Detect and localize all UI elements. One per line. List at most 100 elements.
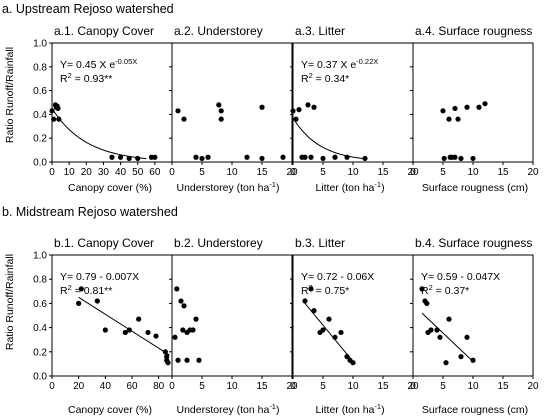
data-point [464, 334, 470, 340]
data-point [458, 354, 464, 360]
chart-panel-5: 0 20 40 60 800.00.20.40.60.81.0b.1. Canopy C… [33, 236, 173, 392]
data-point [362, 155, 368, 162]
data-point [476, 104, 482, 110]
r-squared-symbol: R [301, 73, 309, 85]
r-squared-symbol: R [60, 73, 68, 85]
x-axis-label-understorey-upstream: Understorey (ton ha-1) [177, 180, 280, 194]
panel-title: b.3. Litter [295, 236, 345, 250]
data-point [181, 303, 187, 309]
x-tick-label: 5 [320, 381, 326, 392]
x-tick-label: 0 [169, 381, 175, 392]
data-point [55, 105, 61, 112]
data-point [122, 329, 128, 336]
r-squared-superscript: 2 [309, 71, 313, 80]
x-tick-label: 5 [320, 167, 326, 178]
data-point [172, 334, 178, 340]
y-tick-label: 0.2 [33, 134, 47, 145]
fit-line [78, 296, 170, 356]
y-tick-label: 0.8 [33, 275, 47, 286]
r-squared-symbol: R [60, 285, 68, 297]
x-tick-label: 10 [347, 381, 359, 392]
x-tick-label: 0 [169, 167, 175, 178]
x-axis-label-paren: ) [276, 182, 280, 194]
data-point [76, 300, 82, 306]
x-tick-label: 10 [347, 167, 359, 178]
x-tick-label: 5 [199, 381, 205, 392]
x-tick-label: 20 [527, 167, 539, 178]
panel-title: a.4. Surface rougness [415, 24, 532, 38]
data-point [174, 286, 180, 292]
data-point [152, 154, 158, 160]
data-point [51, 116, 57, 122]
x-axis-label-roughness-upstream: Surface rougness (cm) [422, 182, 528, 194]
fit-equation: Y= 0.72 - 0.06X [301, 271, 374, 283]
x-tick-label: 20 [407, 167, 419, 178]
y-axis-label-upstream: Ratio Runoff/Rainfall [4, 47, 16, 143]
x-tick-label: 5 [440, 381, 446, 392]
fit-equation-text: Y= 0.79 - 0.007X [60, 271, 139, 283]
y-tick-label: 0.4 [33, 110, 47, 121]
data-point [293, 116, 299, 122]
data-point [180, 327, 186, 333]
data-point [218, 108, 224, 114]
x-tick-label: 5 [199, 167, 205, 178]
data-point [153, 333, 159, 339]
y-tick-label: 0.4 [33, 323, 47, 334]
chart-panel-4: 0 5 10 15 20 a.4. Surface rougness [410, 24, 539, 178]
plot-frame [171, 254, 293, 377]
x-tick-label: 10 [226, 167, 238, 178]
x-axis-label-superscript: -1 [374, 402, 381, 411]
fit-line [51, 108, 147, 160]
x-tick-label: 15 [377, 381, 389, 392]
data-point [175, 357, 181, 363]
fit-equation: Y= 0.59 - 0.047X [421, 271, 500, 283]
data-point [440, 108, 446, 114]
data-point [350, 360, 356, 366]
r-squared-value: = 0.37* [433, 285, 470, 297]
x-tick-label: 40 [115, 167, 127, 178]
fit-line [421, 312, 474, 362]
x-axis-label-text: Litter (ton ha [315, 404, 374, 416]
x-axis-label-litter-midstream: Litter (ton ha-1) [315, 402, 384, 416]
x-axis-label-litter-upstream: Litter (ton ha-1) [315, 180, 384, 194]
data-point [470, 155, 476, 162]
data-point [305, 102, 311, 108]
r-squared-superscript: 2 [429, 283, 433, 292]
plot-frame [171, 42, 293, 163]
data-point [259, 104, 265, 110]
data-point [332, 334, 338, 340]
x-tick-label: 0 [49, 381, 55, 392]
data-point [482, 101, 488, 107]
x-tick-label: 15 [377, 167, 389, 178]
x-axis-label-understorey-midstream: Understorey (ton ha-1) [177, 402, 280, 416]
data-point [338, 329, 344, 336]
x-axis-label-paren: ) [381, 182, 385, 194]
data-point [126, 327, 132, 333]
x-tick-label: 50 [132, 167, 144, 178]
x-axis-label-text: Understorey (ton ha [177, 182, 270, 194]
fit-equation-text: Y= 0.37 X e [301, 59, 356, 71]
section-title-upstream: a. Upstream Rejoso watershed [2, 2, 174, 16]
r-squared-value: = 0.93** [72, 73, 113, 85]
x-tick-label: 15 [256, 167, 268, 178]
data-point [193, 154, 199, 160]
x-tick-label: 0 [290, 167, 296, 178]
r-squared: R2 = 0.81** [60, 283, 112, 297]
data-point [117, 154, 124, 160]
y-tick-label: 0.8 [33, 62, 47, 73]
x-axis-label-text: Litter (ton ha [315, 182, 374, 194]
data-point [216, 102, 222, 108]
y-tick-label: 0.6 [33, 86, 47, 97]
y-tick-label: 0.0 [33, 372, 47, 383]
panel-title: a.1. Canopy Cover [54, 24, 154, 38]
x-axis-label-canopy-upstream: Canopy cover (%) [68, 182, 152, 194]
r-squared: R2 = 0.34* [301, 71, 349, 85]
x-tick-label: 30 [98, 167, 110, 178]
x-tick-label: 0 [290, 381, 296, 392]
fit-line [292, 117, 366, 160]
data-point [428, 327, 434, 333]
data-point [344, 154, 350, 160]
data-point [302, 154, 308, 160]
data-point [326, 316, 332, 322]
